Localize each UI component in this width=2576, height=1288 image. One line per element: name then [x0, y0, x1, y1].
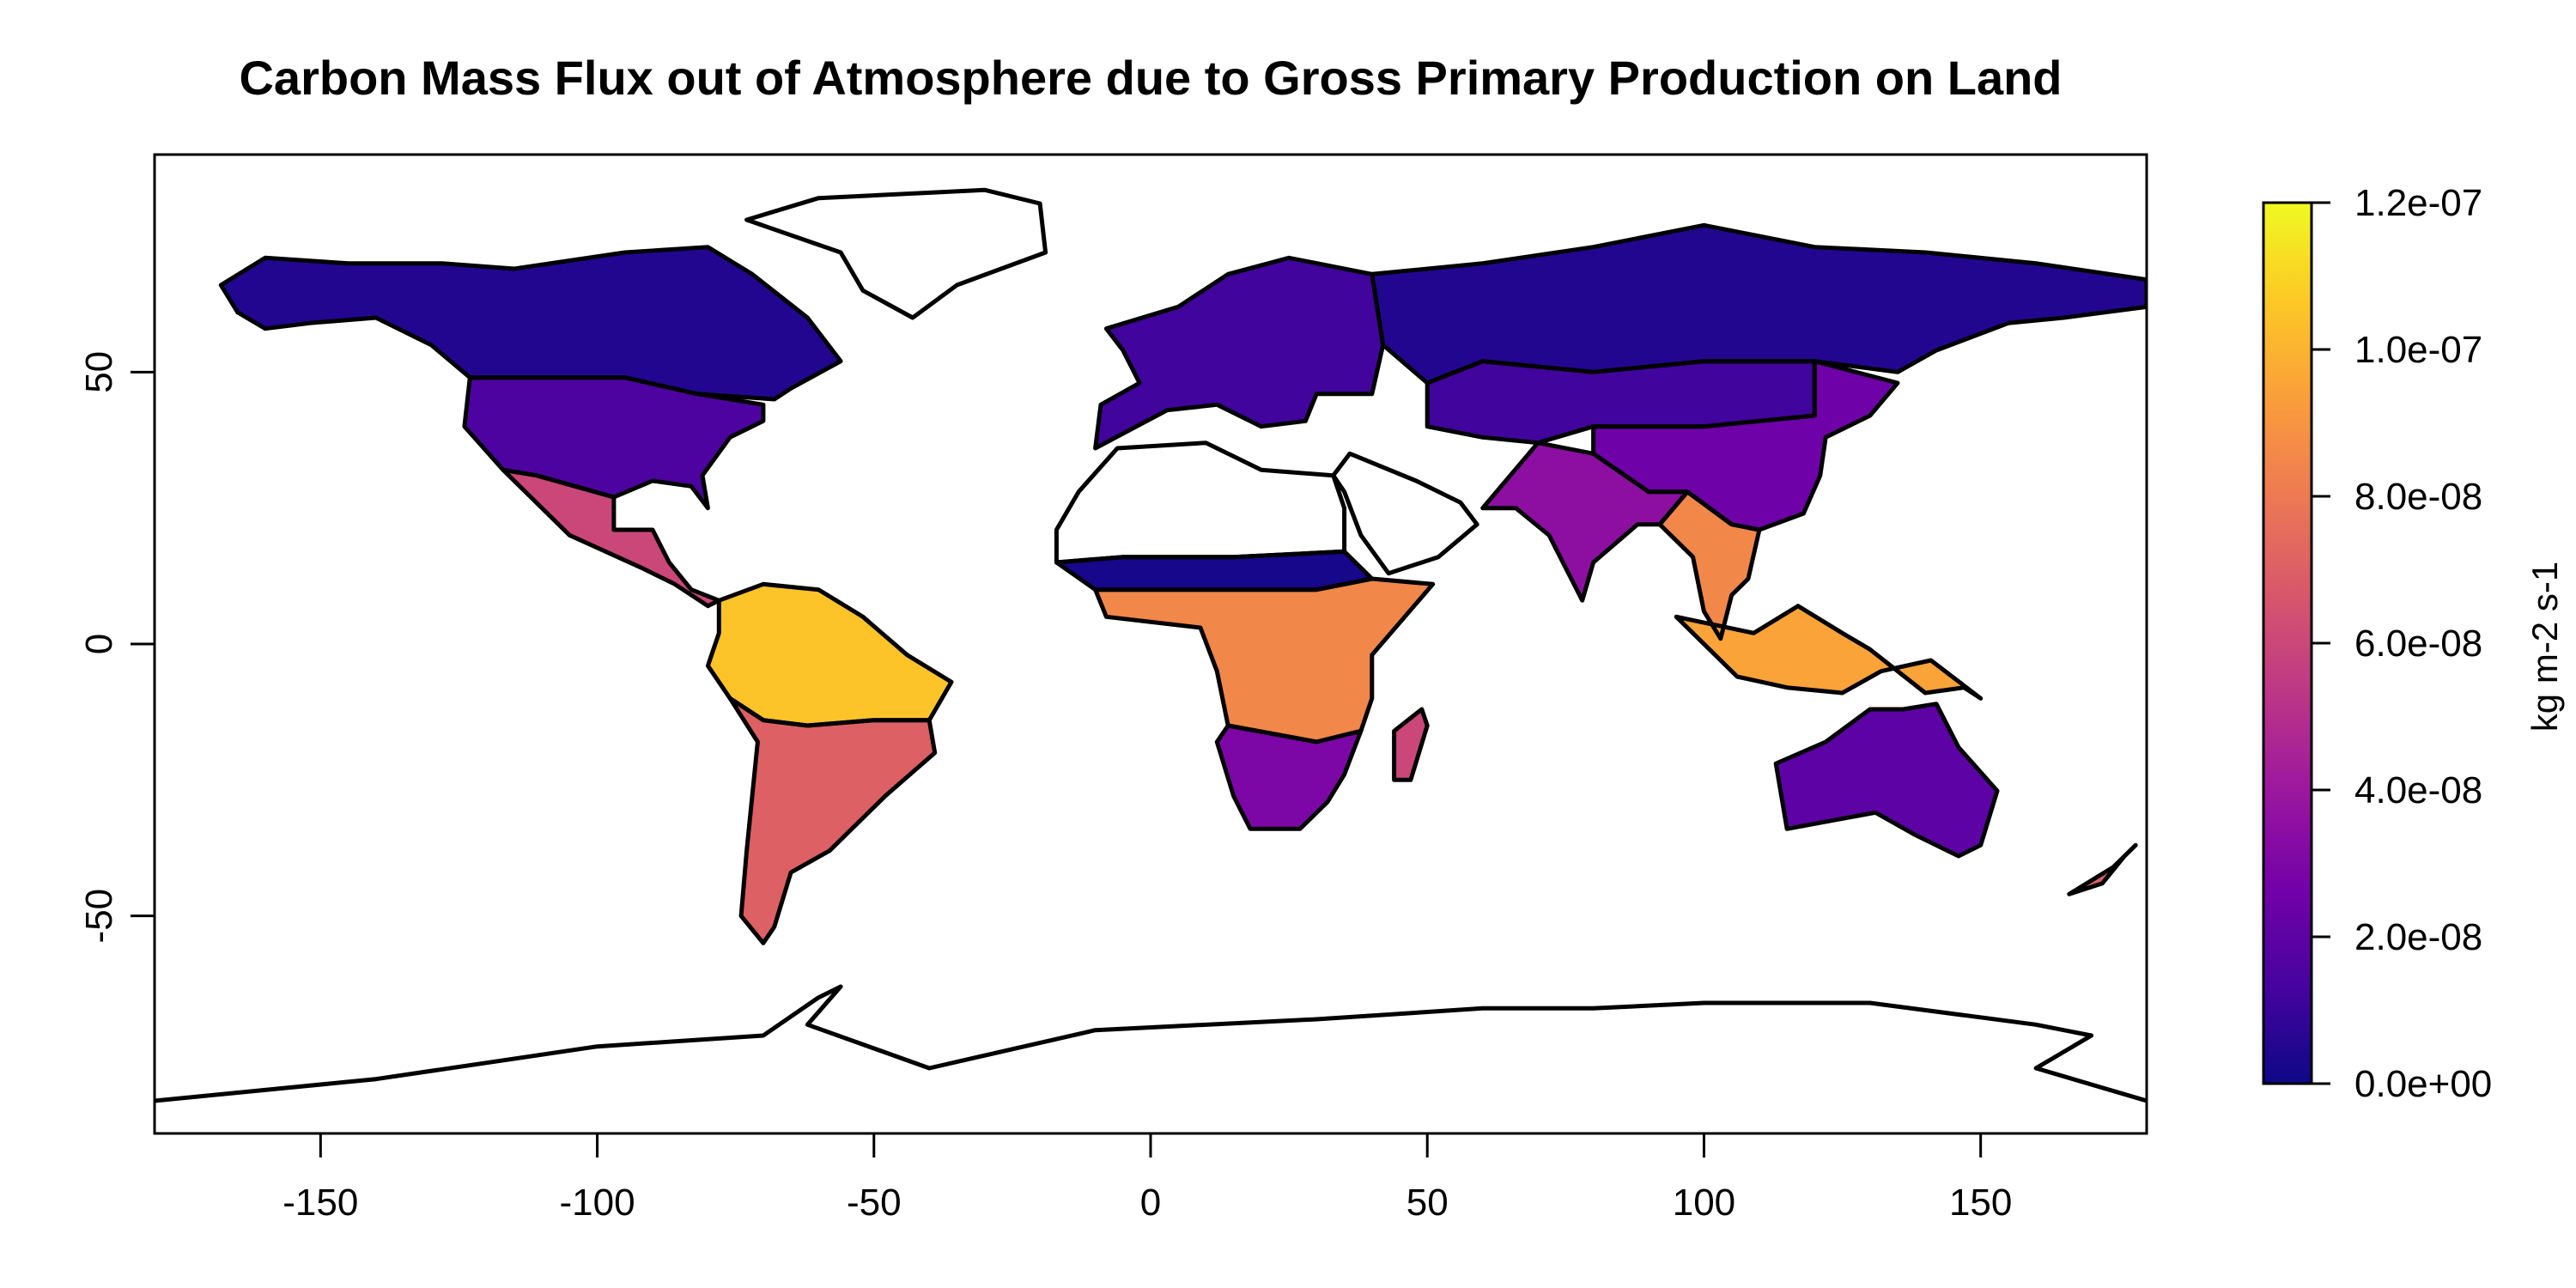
outline-indonesia-new-guinea [1674, 604, 1984, 701]
outline-central-america [501, 467, 721, 609]
outline-india [1480, 440, 1690, 603]
colorbar-tick-label: 2.0e-08 [2354, 916, 2482, 958]
outline-new-zealand [2067, 842, 2138, 896]
x-tick-label: 100 [1673, 1182, 1735, 1224]
land-india [1482, 442, 1688, 601]
outline-madagascar [1392, 707, 1430, 782]
colorbar-tick-label: 8.0e-08 [2354, 476, 2482, 518]
outline-greenland [744, 187, 1048, 320]
outline-southern-africa [1214, 723, 1364, 831]
chart-title: Carbon Mass Flux out of Atmosphere due t… [239, 51, 2062, 105]
land-europe [1095, 258, 1383, 448]
colorbar-ticks: 0.0e+00 2.0e-08 4.0e-08 6.0e-08 8.0e-08 1.0e-… [2312, 182, 2492, 1105]
y-tick-label: 50 [78, 351, 120, 393]
land-south-america-south [730, 698, 935, 944]
x-tick-label: 150 [1949, 1182, 2012, 1224]
land-amazon [708, 584, 951, 726]
land-central-africa [1095, 579, 1433, 742]
land-sahel [1056, 551, 1372, 590]
land-north-africa-sahara [1056, 442, 1345, 562]
outline-australia [1773, 702, 2000, 859]
x-tick-label: -50 [847, 1182, 902, 1224]
land-southern-africa [1217, 726, 1361, 829]
y-tick-label: -50 [78, 889, 120, 944]
colorbar-tick-label: 0.0e+00 [2354, 1063, 2492, 1105]
x-axis: -150 -100 -50 0 50 100 150 [283, 1132, 2012, 1224]
coastline-layer [155, 187, 2147, 1103]
colorbar-tick-label: 1.2e-07 [2354, 182, 2482, 224]
land-australia [1776, 703, 1997, 856]
outline-south-america-south [727, 696, 938, 945]
colorbar-tick-label: 6.0e-08 [2354, 623, 2482, 665]
colorbar-tick-label: 4.0e-08 [2354, 769, 2482, 811]
colorbar-tick-label: 1.0e-07 [2354, 329, 2482, 371]
colorbar: 0.0e+00 2.0e-08 4.0e-08 6.0e-08 8.0e-08 1.0e-… [2262, 182, 2565, 1105]
outline-arabia [1331, 451, 1479, 576]
land-central-america [503, 470, 720, 606]
outline-southeast-asia [1657, 489, 1762, 641]
colorbar-gradient [2262, 201, 2313, 1085]
land-china [1593, 361, 1898, 530]
x-tick-label: -150 [283, 1182, 358, 1224]
colorbar-unit-label: kg m-2 s-1 [2524, 562, 2565, 732]
land-layer [221, 190, 2147, 944]
x-tick-label: -100 [560, 1182, 635, 1224]
x-tick-label: 0 [1140, 1182, 1161, 1224]
land-southeast-asia [1659, 491, 1759, 639]
x-tick-label: 50 [1406, 1182, 1449, 1224]
land-north-america-boreal [221, 246, 841, 399]
outline-central-africa [1093, 576, 1436, 744]
land-greenland [746, 190, 1046, 318]
y-tick-label: 0 [78, 634, 120, 654]
land-central-asia [1427, 361, 1815, 443]
outline-antarctica [155, 984, 2147, 1103]
y-axis: -50 0 50 [78, 351, 156, 944]
outline-north-america-boreal [218, 245, 843, 402]
